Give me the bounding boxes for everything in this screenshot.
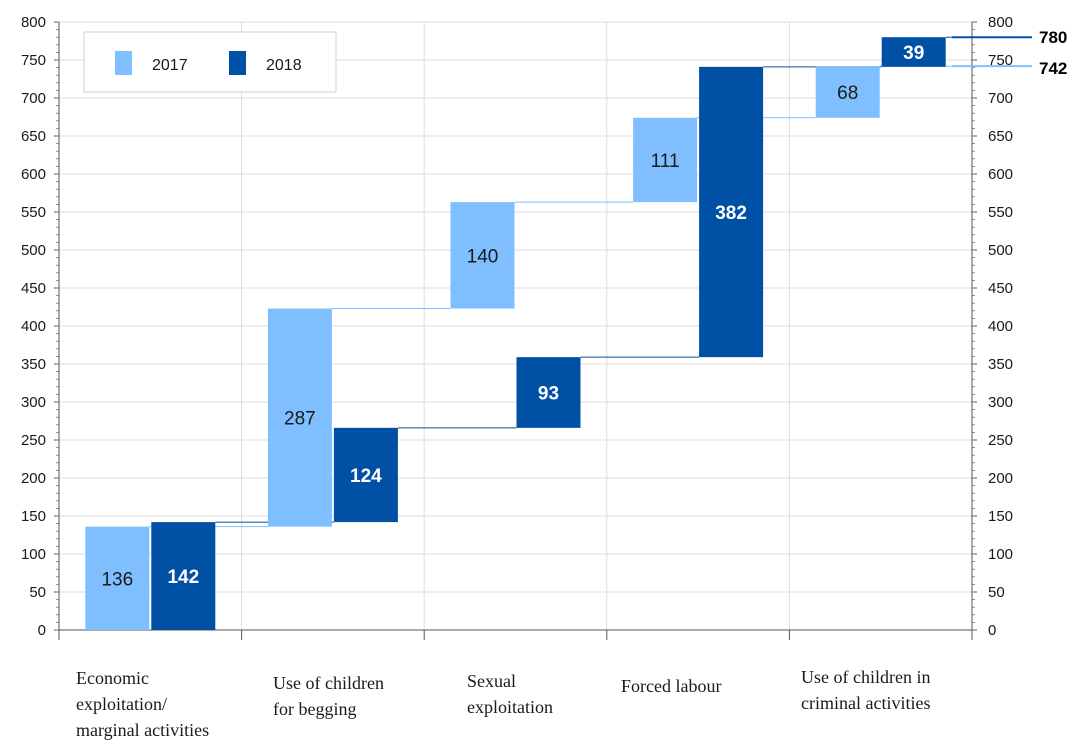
y-tick-label-left: 500 xyxy=(21,242,46,259)
y-tick-label-left: 350 xyxy=(21,356,46,373)
bar-2018 xyxy=(151,522,216,630)
bar-2017 xyxy=(267,308,332,527)
y-tick-label-right: 700 xyxy=(988,90,1013,107)
grid-lines xyxy=(59,21,972,631)
bar-2018 xyxy=(516,357,581,428)
bar-value-label: 136 xyxy=(101,569,133,590)
y-tick-label-right: 100 xyxy=(988,546,1013,563)
bar-value-label: 124 xyxy=(350,466,382,487)
bar-2018 xyxy=(333,427,398,523)
y-tick-label-left: 0 xyxy=(38,622,46,639)
legend-swatch-2018 xyxy=(229,51,246,75)
bar-value-label: 140 xyxy=(467,246,499,267)
y-tick-label-left: 400 xyxy=(21,318,46,335)
bars: 136 142 287 124 140 93 111 382 68 39 xyxy=(85,37,946,630)
axes: 0 0 50 50 100 100 150 150 200 200 250 250 300 300 350 3… xyxy=(21,14,1013,640)
legend: 2017 2018 xyxy=(83,31,337,93)
y-tick-label-right: 150 xyxy=(988,508,1013,525)
category-label-begging: Use of children for begging xyxy=(273,673,384,719)
bar-2017 xyxy=(85,526,150,630)
y-tick-label-right: 450 xyxy=(988,280,1013,297)
y-tick-label-left: 200 xyxy=(21,470,46,487)
y-tick-label-right: 200 xyxy=(988,470,1013,487)
y-tick-label-left: 50 xyxy=(29,584,46,601)
y-tick-label-right: 500 xyxy=(988,242,1013,259)
total-label-2018: 780 xyxy=(1039,28,1067,47)
bar-value-label: 68 xyxy=(837,83,858,104)
category-label-forced-labour: Forced labour xyxy=(621,676,722,696)
bar-2017 xyxy=(450,202,515,309)
bar-value-label: 142 xyxy=(167,567,199,588)
y-tick-label-right: 550 xyxy=(988,204,1013,221)
bar-value-label: 93 xyxy=(538,384,559,405)
category-label-criminal-activities: Use of children in criminal activities xyxy=(801,667,931,713)
legend-swatch-2017 xyxy=(115,51,132,75)
legend-label-2018: 2018 xyxy=(266,57,302,74)
bar-value-label: 39 xyxy=(903,43,924,64)
bar-value-label: 287 xyxy=(284,409,316,430)
y-tick-label-left: 250 xyxy=(21,432,46,449)
total-label-2017: 742 xyxy=(1039,59,1067,78)
y-tick-label-right: 300 xyxy=(988,394,1013,411)
y-tick-label-left: 450 xyxy=(21,280,46,297)
y-tick-label-right: 350 xyxy=(988,356,1013,373)
y-tick-label-right: 0 xyxy=(988,622,996,639)
bar-value-label: 382 xyxy=(715,203,747,224)
y-tick-label-right: 250 xyxy=(988,432,1013,449)
y-tick-label-left: 300 xyxy=(21,394,46,411)
y-tick-label-right: 400 xyxy=(988,318,1013,335)
y-tick-label-right: 800 xyxy=(988,14,1013,31)
bar-value-label: 111 xyxy=(651,151,680,172)
y-tick-label-right: 600 xyxy=(988,166,1013,183)
y-tick-label-left: 150 xyxy=(21,508,46,525)
y-tick-label-right: 750 xyxy=(988,52,1013,69)
y-tick-label-left: 650 xyxy=(21,128,46,145)
y-tick-label-left: 700 xyxy=(21,90,46,107)
y-tick-label-left: 800 xyxy=(21,14,46,31)
y-tick-label-right: 50 xyxy=(988,584,1005,601)
category-label-economic-exploitation: Economic exploitation/ marginal activiti… xyxy=(76,668,210,740)
y-tick-label-left: 600 xyxy=(21,166,46,183)
bar-2018 xyxy=(699,66,764,358)
y-tick-label-left: 750 xyxy=(21,52,46,69)
y-tick-label-left: 550 xyxy=(21,204,46,221)
legend-label-2017: 2017 xyxy=(152,57,188,74)
bar-2018 xyxy=(881,37,946,67)
y-tick-label-left: 100 xyxy=(21,546,46,563)
y-tick-label-right: 650 xyxy=(988,128,1013,145)
category-label-sexual-exploitation: Sexual exploitation xyxy=(467,671,553,717)
bar-2017 xyxy=(815,66,880,118)
bar-2017 xyxy=(633,117,698,203)
total-markers: 780 742 xyxy=(952,28,1067,78)
